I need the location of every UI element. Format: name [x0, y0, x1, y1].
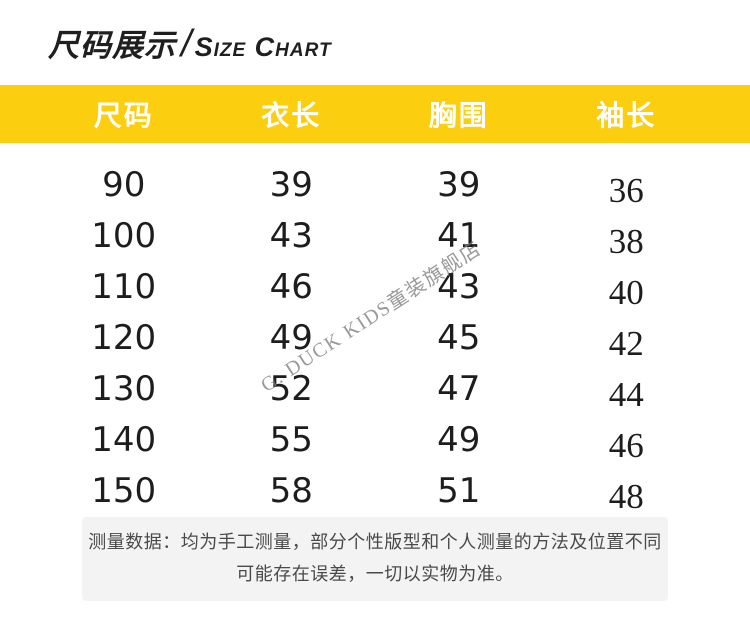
table-cell: 39 [269, 164, 313, 205]
table-cell: 41 [437, 215, 481, 256]
table-cell: 47 [437, 368, 481, 409]
table-cell: 52 [269, 368, 313, 409]
table-row: 90 39 39 36 [40, 159, 710, 210]
table-row: 120 49 45 42 [40, 312, 710, 363]
measurement-note-line1: 测量数据：均为手工测量，部分个性版型和个人测量的方法及位置不同 [88, 532, 662, 552]
table-cell: 100 [91, 215, 157, 256]
size-chart-body: 90 39 39 36 100 43 41 38 110 46 43 40 12… [0, 159, 750, 516]
table-cell: 120 [91, 317, 157, 358]
table-cell: 140 [91, 419, 157, 460]
table-cell: 46 [269, 266, 313, 307]
table-cell: 46 [608, 425, 644, 465]
table-row: 140 55 49 46 [40, 414, 710, 465]
table-cell: 49 [437, 419, 481, 460]
table-cell: 42 [608, 323, 644, 363]
table-cell: 39 [437, 164, 481, 205]
table-cell: 38 [608, 221, 644, 261]
table-cell: 36 [608, 170, 644, 210]
measurement-note: 测量数据：均为手工测量，部分个性版型和个人测量的方法及位置不同 可能存在误差，一… [82, 517, 668, 601]
table-cell: 110 [91, 266, 157, 307]
page-title: 尺码展示 / Size Chart [48, 20, 332, 65]
table-cell: 58 [269, 470, 313, 511]
table-cell: 55 [269, 419, 313, 460]
table-cell: 51 [437, 470, 481, 511]
table-cell: 130 [91, 368, 157, 409]
table-cell: 44 [608, 374, 644, 414]
column-header-chest: 胸围 [428, 100, 489, 131]
table-cell: 40 [608, 272, 644, 312]
size-chart-header-row: 尺码 衣长 胸围 袖长 [0, 85, 750, 143]
table-row: 100 43 41 38 [40, 210, 710, 261]
page-title-slash: / [181, 23, 192, 65]
column-header-garment-length: 衣长 [261, 100, 322, 131]
page-title-en: Size Chart [194, 32, 332, 62]
table-cell: 43 [437, 266, 481, 307]
measurement-note-line2: 可能存在误差，一切以实物为准。 [236, 564, 514, 584]
column-header-sleeve-length: 袖长 [596, 100, 657, 131]
page-title-cn: 尺码展示 [48, 28, 176, 63]
table-row: 130 52 47 44 [40, 363, 710, 414]
table-row: 110 46 43 40 [40, 261, 710, 312]
table-cell: 90 [102, 164, 146, 205]
column-header-size: 尺码 [93, 100, 154, 131]
table-cell: 49 [269, 317, 313, 358]
table-cell: 43 [269, 215, 313, 256]
table-cell: 150 [91, 470, 157, 511]
table-cell: 45 [437, 317, 481, 358]
table-cell: 48 [608, 476, 644, 516]
table-row: 150 58 51 48 [40, 465, 710, 516]
